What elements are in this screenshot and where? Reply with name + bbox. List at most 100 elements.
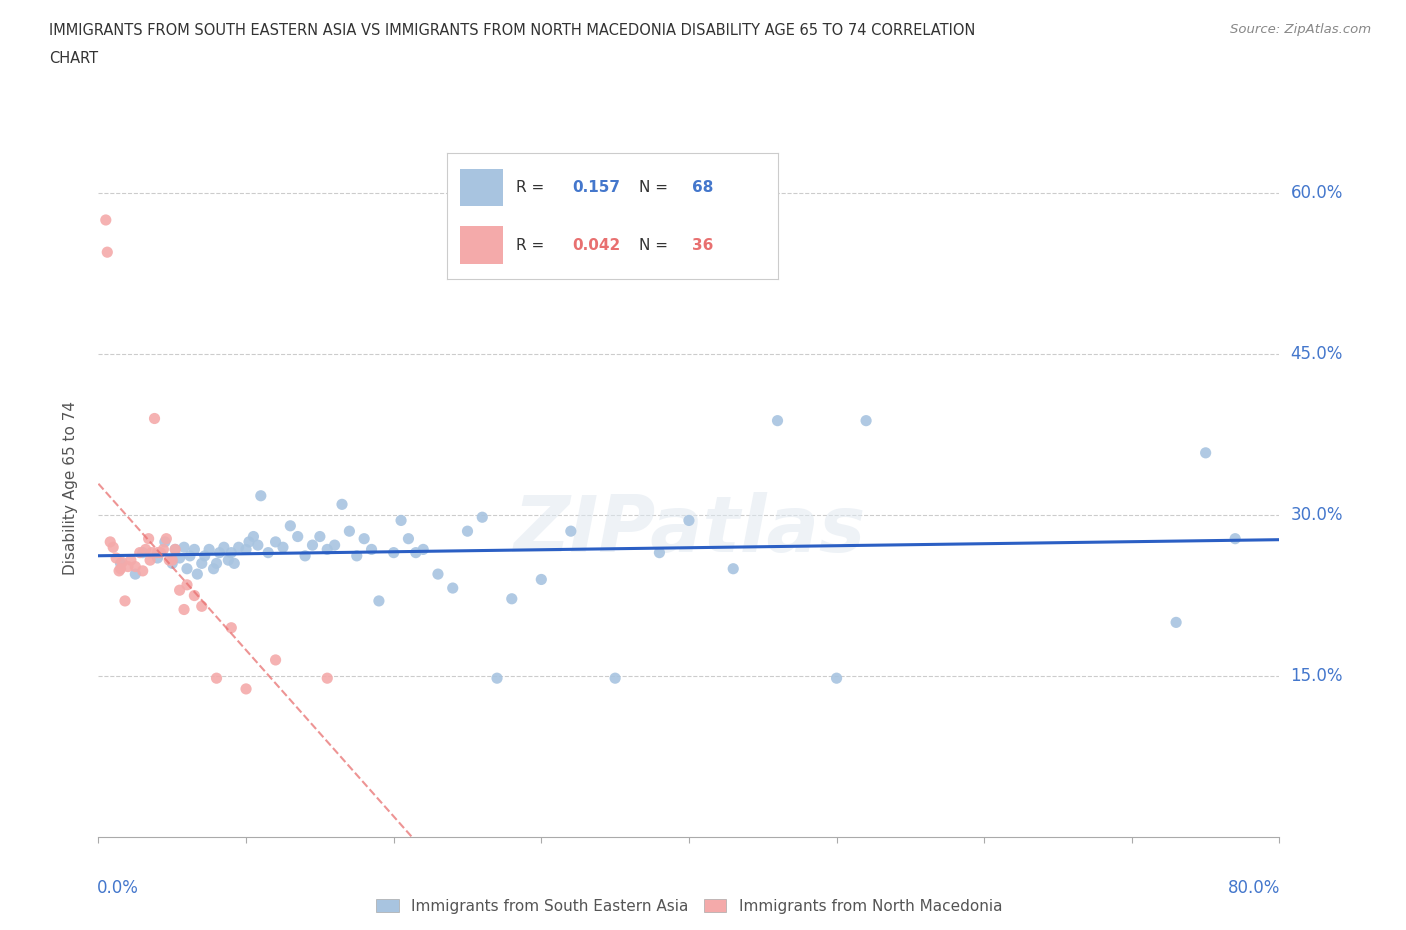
Point (205, 671, 228, 685)
Point (456, 524, 478, 538)
Point (202, 562, 225, 577)
Point (309, 529, 332, 544)
Point (98, 535, 121, 550)
Point (1195, 445, 1218, 460)
Point (96, 245, 118, 259)
Point (139, 552, 162, 567)
Point (471, 510, 494, 525)
Point (194, 549, 217, 564)
Point (396, 531, 419, 546)
Point (176, 562, 198, 577)
Point (1223, 531, 1246, 546)
Point (766, 413, 789, 428)
Point (149, 545, 172, 560)
Point (721, 562, 744, 577)
Point (825, 671, 848, 685)
Point (111, 555, 134, 570)
Point (183, 542, 205, 557)
Point (117, 559, 139, 574)
Point (198, 542, 221, 557)
Point (124, 566, 146, 581)
Point (337, 524, 360, 538)
Point (94, 213, 117, 228)
Text: Source: ZipAtlas.com: Source: ZipAtlas.com (1230, 23, 1371, 36)
Point (441, 580, 464, 595)
Point (264, 653, 287, 668)
Point (316, 671, 339, 685)
Point (486, 671, 509, 685)
Text: 15.0%: 15.0% (1291, 667, 1343, 685)
Point (301, 538, 323, 552)
Text: 30.0%: 30.0% (1291, 506, 1343, 525)
Point (135, 542, 157, 557)
Point (250, 488, 273, 503)
Point (191, 556, 214, 571)
Point (530, 572, 553, 587)
Point (235, 682, 257, 697)
Point (405, 545, 427, 560)
Point (186, 566, 208, 581)
Text: 60.0%: 60.0% (1291, 184, 1343, 202)
Point (152, 542, 174, 557)
Point (353, 531, 375, 546)
Point (179, 549, 201, 564)
Point (124, 559, 146, 574)
Text: 45.0%: 45.0% (1291, 345, 1343, 363)
Point (427, 566, 450, 581)
Point (110, 556, 132, 571)
Point (146, 551, 169, 565)
Point (219, 620, 242, 635)
Point (138, 531, 160, 546)
Point (560, 524, 582, 538)
Point (246, 538, 269, 552)
Point (143, 411, 166, 426)
Point (173, 602, 195, 617)
Point (219, 545, 242, 560)
Text: 0.0%: 0.0% (97, 879, 139, 897)
Point (120, 552, 142, 567)
Point (165, 542, 187, 557)
Point (278, 518, 302, 533)
Point (176, 578, 198, 592)
Point (155, 531, 177, 546)
Point (346, 549, 368, 564)
Point (412, 542, 434, 557)
Point (132, 564, 155, 578)
Point (183, 588, 205, 603)
Point (330, 497, 353, 512)
Point (264, 535, 287, 550)
Point (169, 583, 191, 598)
Point (212, 539, 235, 554)
Point (605, 671, 627, 685)
Point (105, 551, 128, 565)
Point (191, 599, 214, 614)
Point (678, 513, 700, 528)
Point (855, 413, 877, 428)
Point (108, 564, 131, 578)
Point (368, 593, 391, 608)
Point (238, 535, 260, 550)
Point (173, 539, 195, 554)
Point (110, 562, 132, 577)
Point (217, 552, 239, 567)
Point (287, 529, 309, 544)
Point (132, 545, 155, 560)
Point (141, 545, 163, 560)
Point (114, 593, 136, 608)
Point (501, 591, 523, 606)
Point (157, 552, 180, 567)
Point (235, 542, 257, 557)
Point (165, 542, 187, 557)
Point (224, 556, 246, 571)
Point (146, 545, 169, 560)
Text: 80.0%: 80.0% (1229, 879, 1281, 897)
Point (389, 513, 412, 528)
Text: ZIPatlas: ZIPatlas (513, 492, 865, 568)
Point (294, 549, 316, 564)
Point (208, 545, 231, 560)
Point (382, 545, 405, 560)
Text: IMMIGRANTS FROM SOUTH EASTERN ASIA VS IMMIGRANTS FROM NORTH MACEDONIA DISABILITY: IMMIGRANTS FROM SOUTH EASTERN ASIA VS IM… (49, 23, 976, 38)
Point (323, 538, 346, 552)
Point (205, 556, 228, 571)
Point (1164, 615, 1187, 630)
